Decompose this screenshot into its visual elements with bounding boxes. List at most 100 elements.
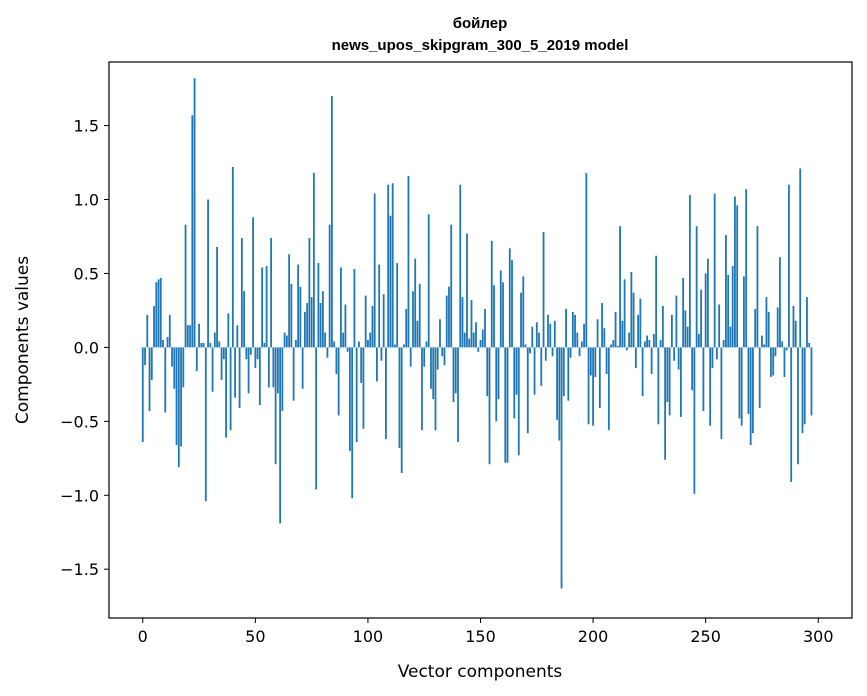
bar	[270, 237, 273, 348]
bar	[621, 320, 624, 348]
bar	[168, 314, 171, 348]
bar	[477, 347, 480, 352]
x-tick-label: 150	[465, 627, 496, 646]
x-tick-label: 200	[578, 627, 609, 646]
bar	[612, 340, 615, 348]
bar	[493, 285, 495, 348]
bar	[218, 341, 221, 348]
bar	[580, 341, 583, 348]
bar	[605, 347, 608, 375]
bar	[790, 347, 793, 482]
bar	[434, 347, 437, 431]
bar	[283, 332, 286, 348]
bar	[495, 347, 498, 422]
bar	[677, 347, 680, 370]
bar	[441, 347, 444, 357]
bar	[589, 347, 592, 376]
y-tick-label: 1.5	[74, 117, 99, 136]
bar	[450, 224, 453, 348]
bar	[670, 314, 673, 348]
bar	[308, 237, 311, 348]
bar	[722, 340, 725, 348]
bar	[531, 326, 534, 348]
bar	[666, 347, 669, 403]
bar	[281, 347, 284, 411]
bar	[290, 283, 293, 348]
bar	[236, 325, 239, 348]
bar	[583, 323, 585, 348]
bar	[418, 283, 421, 348]
bar	[508, 248, 511, 348]
bar	[513, 347, 516, 419]
bar	[544, 347, 547, 361]
bar	[486, 347, 489, 397]
bar	[150, 347, 153, 380]
y-tick-label: 1.0	[74, 191, 99, 210]
bar	[452, 347, 455, 403]
bar	[398, 347, 401, 448]
bar	[252, 217, 254, 348]
bar	[556, 347, 558, 420]
bar	[736, 205, 739, 348]
bar	[499, 270, 502, 348]
bar	[297, 264, 300, 348]
y-axis-label: Components values	[13, 256, 33, 424]
x-tick-label: 50	[245, 627, 265, 646]
bar	[177, 347, 180, 468]
bar	[184, 224, 187, 348]
bar	[650, 347, 653, 375]
bar	[470, 300, 473, 348]
bar	[389, 215, 392, 348]
bar	[195, 347, 198, 372]
bar	[657, 347, 660, 425]
bar	[141, 347, 144, 443]
bar	[301, 347, 304, 389]
bar	[758, 347, 761, 409]
bar	[693, 347, 696, 494]
bar	[691, 347, 694, 391]
bar	[535, 322, 538, 348]
bar	[276, 347, 279, 394]
bar	[222, 347, 225, 360]
bar	[204, 347, 207, 502]
bar	[403, 344, 405, 348]
bar	[400, 347, 403, 474]
bar	[538, 332, 540, 348]
bar	[709, 347, 712, 426]
bar	[682, 277, 685, 348]
bar	[727, 274, 730, 348]
bar	[565, 308, 567, 348]
bar	[598, 347, 601, 409]
bar	[634, 347, 637, 369]
bar	[340, 267, 342, 348]
bar	[162, 340, 164, 348]
bar	[628, 332, 630, 348]
bar	[416, 320, 419, 348]
x-axis-label: Vector components	[398, 662, 563, 682]
bar	[475, 322, 477, 348]
bar	[247, 347, 250, 394]
bar	[391, 183, 394, 348]
bar	[315, 347, 318, 490]
bar	[558, 347, 561, 441]
bar	[533, 347, 536, 395]
plot-frame	[108, 61, 853, 619]
y-tick-label: −0.5	[60, 412, 99, 431]
bar	[272, 347, 275, 388]
bar	[799, 168, 802, 348]
bar	[490, 240, 493, 348]
bar	[616, 345, 619, 348]
bar	[734, 196, 736, 348]
bar	[263, 342, 266, 348]
bar	[412, 291, 414, 348]
bar	[679, 347, 682, 417]
bar	[439, 319, 441, 348]
bar	[362, 347, 365, 429]
bar	[763, 344, 766, 348]
bar	[294, 340, 297, 348]
bar	[292, 347, 295, 401]
bar	[630, 271, 633, 348]
bar	[770, 347, 772, 377]
axes-group: 0 50 100 150 200 250 300 −1.5 −1.0 −0.5 0.0 0.5 1.0 1…	[60, 117, 833, 646]
